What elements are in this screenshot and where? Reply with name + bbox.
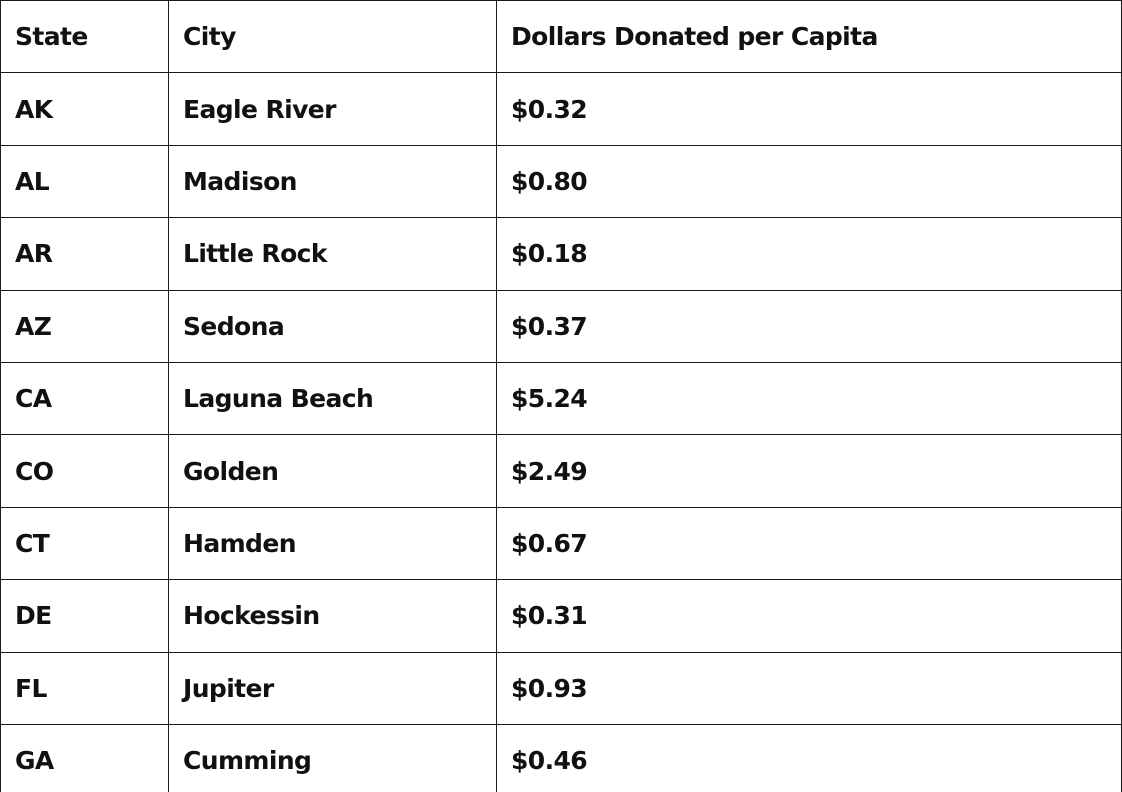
amount-cell: $0.37 bbox=[496, 289, 1122, 363]
amount-cell: $0.18 bbox=[496, 217, 1122, 291]
state-cell: GA bbox=[0, 723, 169, 792]
amount-cell: $0.31 bbox=[496, 579, 1122, 653]
table-row: CT Hamden $0.67 bbox=[0, 506, 1122, 581]
state-cell: AK bbox=[0, 72, 169, 146]
city-cell: Jupiter bbox=[168, 651, 497, 725]
state-cell: CO bbox=[0, 434, 169, 508]
table-row: GA Cumming $0.46 bbox=[0, 723, 1122, 792]
amount-cell: $0.67 bbox=[496, 506, 1122, 581]
city-cell: Madison bbox=[168, 144, 497, 219]
table-row: DE Hockessin $0.31 bbox=[0, 579, 1122, 653]
amount-cell: $0.32 bbox=[496, 72, 1122, 146]
amount-cell: $5.24 bbox=[496, 361, 1122, 436]
city-cell: Hamden bbox=[168, 506, 497, 581]
table-row: FL Jupiter $0.93 bbox=[0, 651, 1122, 725]
city-cell: Golden bbox=[168, 434, 497, 508]
header-row: State City Dollars Donated per Capita bbox=[0, 0, 1122, 74]
table-row: AL Madison $0.80 bbox=[0, 144, 1122, 219]
state-cell: AR bbox=[0, 217, 169, 291]
table-row: CA Laguna Beach $5.24 bbox=[0, 361, 1122, 436]
column-header-city: City bbox=[168, 0, 497, 74]
amount-cell: $2.49 bbox=[496, 434, 1122, 508]
state-cell: FL bbox=[0, 651, 169, 725]
city-cell: Laguna Beach bbox=[168, 361, 497, 436]
table-row: AK Eagle River $0.32 bbox=[0, 72, 1122, 146]
city-cell: Sedona bbox=[168, 289, 497, 363]
amount-cell: $0.46 bbox=[496, 723, 1122, 792]
table-body: AK Eagle River $0.32 AL Madison $0.80 AR… bbox=[0, 72, 1122, 792]
amount-cell: $0.93 bbox=[496, 651, 1122, 725]
table-row: AZ Sedona $0.37 bbox=[0, 289, 1122, 363]
state-cell: CA bbox=[0, 361, 169, 436]
state-cell: AZ bbox=[0, 289, 169, 363]
city-cell: Hockessin bbox=[168, 579, 497, 653]
city-cell: Cumming bbox=[168, 723, 497, 792]
table-header: State City Dollars Donated per Capita bbox=[0, 0, 1122, 74]
amount-cell: $0.80 bbox=[496, 144, 1122, 219]
table-row: CO Golden $2.49 bbox=[0, 434, 1122, 508]
city-cell: Eagle River bbox=[168, 72, 497, 146]
column-header-state: State bbox=[0, 0, 169, 74]
column-header-dollars-per-capita: Dollars Donated per Capita bbox=[496, 0, 1122, 74]
state-cell: DE bbox=[0, 579, 169, 653]
state-cell: CT bbox=[0, 506, 169, 581]
state-cell: AL bbox=[0, 144, 169, 219]
city-cell: Little Rock bbox=[168, 217, 497, 291]
table-row: AR Little Rock $0.18 bbox=[0, 217, 1122, 291]
